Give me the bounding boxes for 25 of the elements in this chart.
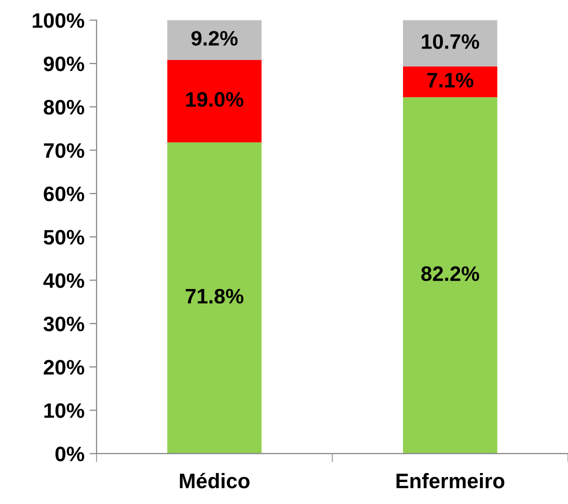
bar bbox=[167, 60, 262, 142]
bar bbox=[402, 66, 498, 98]
data-label: 71.8% bbox=[186, 288, 244, 304]
y-tick-label: 60% bbox=[44, 186, 84, 202]
y-tick-label: 70% bbox=[44, 143, 84, 158]
y-tick-label: 100% bbox=[32, 13, 84, 28]
y-tick-label: 0% bbox=[55, 446, 84, 462]
y-tick-label: 20% bbox=[44, 360, 84, 375]
x-tick-label: Médico bbox=[180, 472, 250, 488]
bar bbox=[167, 142, 262, 454]
y-tick-label: 40% bbox=[43, 273, 84, 288]
bar bbox=[402, 20, 498, 67]
bar bbox=[167, 20, 262, 60]
y-tick-label: 80% bbox=[44, 100, 84, 115]
data-label: 19.0% bbox=[186, 92, 244, 107]
y-tick-label: 50% bbox=[44, 230, 84, 245]
data-label: 9.2% bbox=[191, 30, 238, 46]
data-label: 82.2% bbox=[421, 266, 480, 282]
y-tick-label: 30% bbox=[44, 316, 84, 332]
data-label: 10.7% bbox=[422, 34, 480, 49]
x-tick-label: Enfermeiro bbox=[396, 473, 504, 488]
data-label: 7.1% bbox=[427, 72, 474, 88]
y-tick-label: 10% bbox=[44, 403, 84, 418]
y-tick-label: 90% bbox=[44, 56, 84, 72]
bar bbox=[402, 97, 498, 454]
